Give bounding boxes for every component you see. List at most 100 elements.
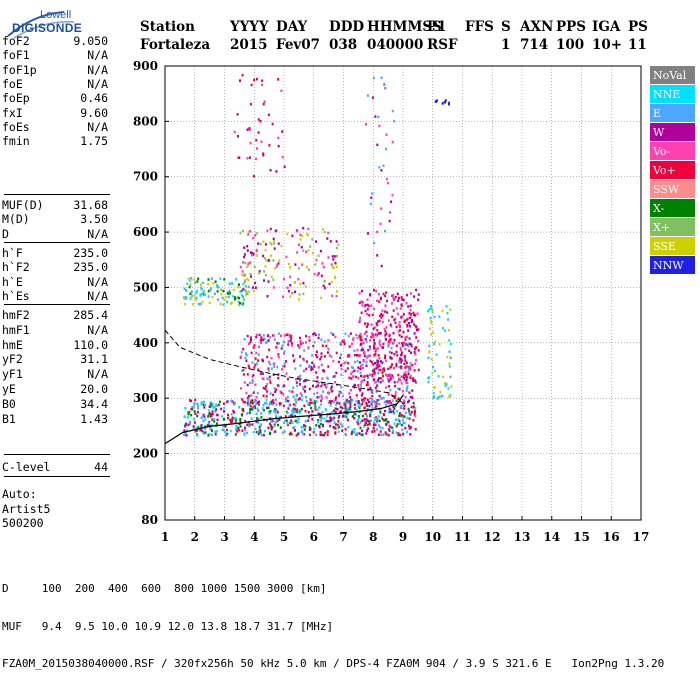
echo-point bbox=[286, 286, 289, 289]
echo-point bbox=[447, 101, 450, 105]
echo-point bbox=[407, 345, 410, 348]
echo-point bbox=[388, 429, 391, 432]
echo-point bbox=[255, 412, 258, 416]
echo-point bbox=[203, 432, 206, 435]
echo-point bbox=[405, 293, 408, 297]
echo-point bbox=[309, 398, 312, 401]
echo-point bbox=[398, 334, 401, 337]
echo-point bbox=[278, 342, 281, 345]
echo-point bbox=[248, 366, 251, 369]
echo-point bbox=[350, 400, 353, 403]
echo-point bbox=[387, 345, 390, 348]
echo-point bbox=[245, 391, 248, 395]
echo-point bbox=[385, 338, 387, 341]
echo-point bbox=[246, 403, 249, 407]
echo-point bbox=[414, 314, 417, 317]
echo-point bbox=[242, 282, 245, 286]
x-tick-label: 15 bbox=[573, 530, 590, 544]
echo-point bbox=[344, 406, 347, 410]
echo-point bbox=[449, 375, 452, 379]
echo-point bbox=[349, 345, 352, 348]
echo-point bbox=[370, 304, 373, 307]
echo-point bbox=[253, 344, 256, 347]
echo-point bbox=[412, 419, 415, 422]
echo-point bbox=[335, 371, 338, 375]
echo-point bbox=[373, 347, 375, 350]
header-value-p1: RSF bbox=[427, 37, 458, 53]
echo-point bbox=[369, 411, 372, 415]
x-tick-label: 8 bbox=[369, 530, 377, 544]
x-tick-label: 13 bbox=[514, 530, 531, 544]
echo-point bbox=[263, 257, 266, 260]
echo-point bbox=[371, 313, 374, 317]
param-row-hes: h`Es N/A bbox=[2, 289, 108, 303]
echo-point bbox=[369, 354, 372, 357]
echo-point bbox=[398, 365, 401, 369]
echo-point bbox=[249, 141, 252, 145]
echo-point bbox=[355, 333, 358, 337]
echo-point bbox=[293, 426, 296, 429]
echo-point bbox=[320, 403, 323, 406]
echo-point bbox=[392, 294, 395, 297]
echo-point bbox=[265, 259, 268, 262]
echo-point bbox=[323, 417, 326, 420]
echo-point bbox=[220, 288, 223, 291]
param-label: M(D) bbox=[2, 212, 30, 227]
echo-point bbox=[410, 405, 413, 409]
echo-point bbox=[214, 433, 217, 436]
echo-point bbox=[384, 229, 387, 233]
echo-point bbox=[245, 359, 248, 362]
echo-point bbox=[283, 340, 285, 344]
echo-point bbox=[448, 339, 451, 342]
echo-point bbox=[277, 353, 280, 356]
echo-point bbox=[367, 348, 370, 352]
echo-point bbox=[201, 300, 204, 304]
echo-point bbox=[378, 419, 381, 423]
echo-point bbox=[246, 412, 249, 415]
echo-point bbox=[391, 140, 394, 144]
echo-point bbox=[302, 281, 305, 285]
echo-point bbox=[333, 400, 336, 404]
echo-point bbox=[302, 341, 305, 345]
echo-point bbox=[391, 109, 394, 113]
echo-point bbox=[286, 395, 289, 399]
echo-point bbox=[369, 339, 372, 342]
x-tick-label: 10 bbox=[424, 530, 441, 544]
echo-point bbox=[233, 298, 236, 301]
echo-point bbox=[444, 384, 447, 388]
echo-point bbox=[256, 401, 259, 405]
echo-point bbox=[251, 375, 254, 378]
param-separator bbox=[4, 242, 110, 243]
echo-point bbox=[288, 335, 291, 338]
echo-point bbox=[357, 400, 360, 403]
echo-point bbox=[394, 317, 397, 321]
echo-point bbox=[408, 337, 411, 340]
echo-point bbox=[328, 400, 331, 403]
echo-point bbox=[408, 312, 411, 315]
echo-point bbox=[359, 354, 362, 357]
echo-point bbox=[401, 418, 404, 422]
echo-point bbox=[384, 431, 387, 434]
echo-point bbox=[293, 281, 296, 284]
echo-point bbox=[200, 424, 203, 427]
echo-point bbox=[235, 426, 238, 429]
echo-point bbox=[394, 403, 397, 407]
echo-point bbox=[217, 286, 220, 289]
echo-point bbox=[186, 416, 189, 419]
echo-point bbox=[263, 270, 266, 273]
echo-point bbox=[441, 102, 444, 105]
echo-point bbox=[294, 410, 297, 413]
echo-point bbox=[376, 254, 379, 257]
echo-point bbox=[380, 312, 383, 316]
echo-point bbox=[349, 332, 352, 335]
echo-point bbox=[287, 289, 290, 293]
echo-point bbox=[375, 380, 378, 384]
echo-point bbox=[269, 381, 272, 384]
echo-point bbox=[265, 341, 268, 345]
echo-point bbox=[397, 433, 400, 437]
echo-point bbox=[258, 427, 261, 430]
header-value-axn: 714 bbox=[520, 37, 549, 53]
echo-point bbox=[400, 382, 403, 385]
echo-point bbox=[351, 429, 354, 432]
echo-point bbox=[375, 404, 378, 408]
